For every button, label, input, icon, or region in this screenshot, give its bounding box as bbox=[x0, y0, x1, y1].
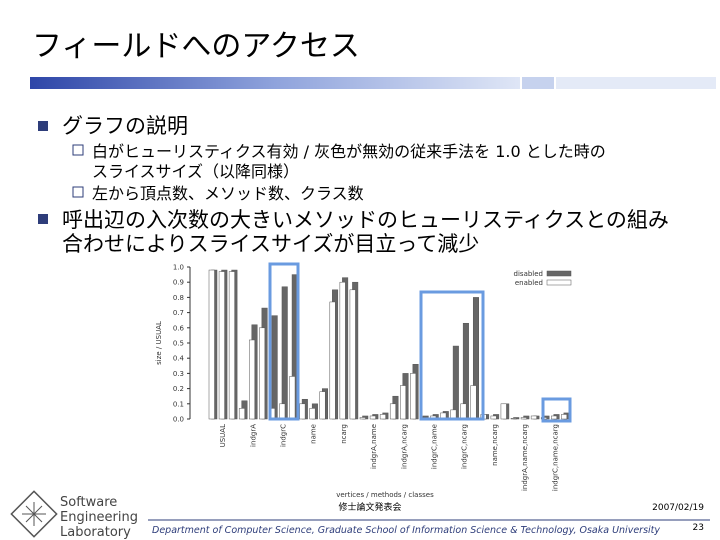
x-tick-label: indgrA,ncarg bbox=[400, 424, 408, 469]
y-tick-label: 0.9 bbox=[173, 279, 184, 287]
bar bbox=[460, 403, 467, 420]
bar bbox=[309, 408, 316, 420]
bar bbox=[500, 403, 507, 420]
title-bar bbox=[522, 77, 554, 89]
y-tick-label: 0.6 bbox=[173, 324, 185, 332]
title-bar bbox=[30, 77, 520, 89]
y-tick-label: 0.3 bbox=[173, 370, 184, 378]
highlight-box bbox=[268, 262, 300, 421]
event: 修士論文発表会 bbox=[338, 501, 401, 513]
sub-bullet bbox=[72, 144, 84, 156]
bar bbox=[289, 376, 296, 420]
y-axis-label: size / USUAL bbox=[155, 321, 163, 365]
bullet-text: グラフの説明 bbox=[62, 114, 188, 138]
y-tick-label: 0.1 bbox=[173, 400, 184, 408]
y-tick-label: 0.8 bbox=[173, 294, 184, 302]
title-bar bbox=[556, 77, 716, 89]
bar bbox=[510, 417, 517, 420]
sub-bullet-text: スライスサイズ（以降同様） bbox=[92, 162, 299, 181]
bar bbox=[410, 373, 417, 420]
bar bbox=[319, 391, 326, 420]
x-tick-label: indgrC,ncarg bbox=[461, 424, 469, 469]
bar bbox=[530, 415, 537, 420]
bar bbox=[561, 414, 568, 420]
y-tick-label: 0.7 bbox=[173, 309, 184, 317]
logo-text: Laboratory bbox=[60, 525, 131, 540]
y-tick-label: 0.2 bbox=[173, 385, 184, 393]
bar bbox=[238, 408, 245, 420]
bullet bbox=[38, 214, 48, 224]
x-tick-label: indgrC bbox=[279, 424, 287, 447]
bar bbox=[369, 415, 376, 420]
bar bbox=[208, 269, 215, 420]
x-tick-label: indgrA bbox=[249, 424, 257, 447]
x-tick-label: indgrC,name bbox=[430, 424, 438, 469]
bar bbox=[490, 415, 497, 420]
page-number: 23 bbox=[693, 523, 704, 533]
legend-label: disabled bbox=[514, 270, 543, 278]
logo-text: Software bbox=[60, 495, 117, 510]
date: 2007/02/19 bbox=[652, 503, 704, 513]
bar bbox=[470, 385, 477, 420]
sub-bullet-text: 白がヒューリスティクス有効 / 灰色が無効の従来手法を 1.0 とした時の bbox=[92, 142, 606, 161]
x-axis-label: vertices / methods / classes bbox=[336, 491, 434, 499]
affiliation: Department of Computer Science, Graduate… bbox=[152, 525, 660, 536]
x-tick-label: USUAL bbox=[219, 424, 227, 447]
bar bbox=[520, 417, 527, 420]
bar bbox=[379, 414, 386, 420]
bar bbox=[218, 271, 225, 420]
highlight-box bbox=[419, 290, 485, 421]
highlight-box bbox=[541, 397, 572, 423]
legend-swatch bbox=[546, 279, 572, 286]
bar bbox=[249, 339, 256, 420]
bar bbox=[259, 327, 266, 420]
x-tick-label: indgrC,name,ncarg bbox=[551, 424, 559, 491]
legend-swatch bbox=[546, 270, 572, 277]
y-tick-label: 0.4 bbox=[173, 355, 185, 363]
x-tick-label: name bbox=[310, 424, 318, 444]
bar bbox=[279, 403, 286, 420]
x-tick-label: indgrA,name,ncarg bbox=[521, 424, 529, 491]
bar bbox=[339, 281, 346, 420]
logo: Software Engineering Laboratory bbox=[10, 490, 138, 540]
bar bbox=[271, 315, 278, 420]
x-tick-label: indgrA,name bbox=[370, 424, 378, 469]
chart: 0.0 0.1 0.2 0.3 0.4 0.5 0.6 0.7 0.8 0.9 1.0 size / … bbox=[155, 264, 572, 499]
legend-label: enabled bbox=[515, 279, 543, 287]
bullet-text: 呼出辺の入次数の大きいメソッドのヒューリスティクスとの組み bbox=[62, 208, 669, 232]
bar bbox=[329, 301, 336, 420]
bar bbox=[359, 417, 366, 420]
sub-bullet-text: 左から頂点数、メソッド数、クラス数 bbox=[92, 184, 364, 203]
bar bbox=[452, 345, 459, 420]
bar bbox=[299, 403, 306, 420]
bullet bbox=[38, 121, 48, 131]
logo-text: Engineering bbox=[60, 510, 138, 525]
bar bbox=[389, 403, 396, 420]
x-tick-label: name,ncarg bbox=[491, 424, 499, 466]
bullet-text: 合わせによりスライスサイズが目立って減少 bbox=[62, 232, 479, 256]
slide-title: フィールドへのアクセス bbox=[32, 29, 360, 64]
bar bbox=[400, 385, 407, 420]
y-tick-label: 0.0 bbox=[173, 416, 184, 424]
y-tick-label: 0.5 bbox=[173, 340, 184, 348]
bar bbox=[228, 271, 235, 420]
sub-bullet bbox=[72, 186, 84, 198]
y-tick-label: 1.0 bbox=[173, 264, 184, 272]
x-tick-label: ncarg bbox=[340, 424, 348, 444]
bar bbox=[281, 286, 288, 420]
bar bbox=[551, 415, 558, 420]
bar bbox=[349, 289, 356, 420]
